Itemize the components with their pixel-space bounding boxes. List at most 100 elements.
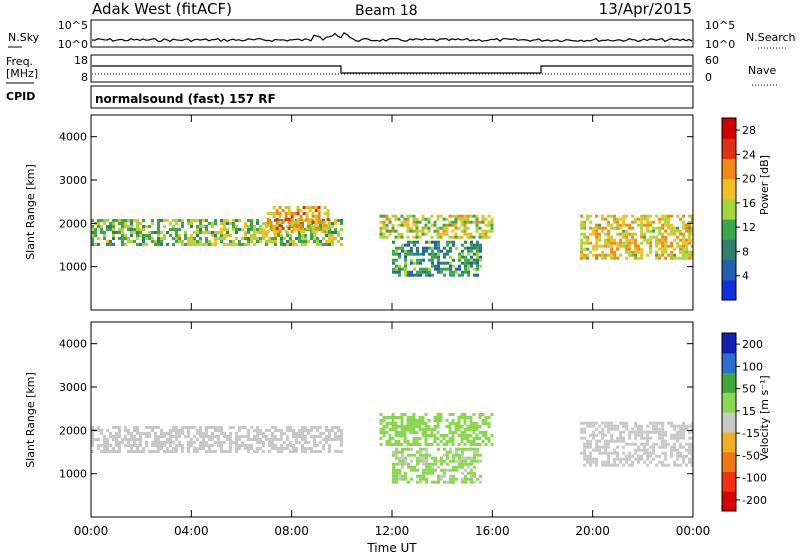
echo-cell [437,243,440,247]
echo-cell [388,217,392,221]
echo-cell [589,220,593,224]
echo-cell [451,220,455,224]
echo-cell [406,425,410,428]
echo-cell [145,243,148,246]
echo-cell [416,459,419,463]
echo-cell [253,234,256,237]
echo-cell [136,450,139,453]
echo-cell [691,421,693,425]
echo-cell [670,445,674,449]
echo-cell [284,230,288,233]
echo-cell [691,256,693,260]
echo-cell [395,471,398,475]
echo-cell [464,459,467,463]
echo-cell [470,468,473,472]
echo-cell [290,212,294,215]
echo-cell [664,229,668,233]
echo-cell [449,450,452,454]
echo-cell [652,457,656,461]
echo-cell [410,447,413,451]
echo-cell [272,206,276,209]
echo-cell [676,457,680,461]
echo-cell [484,416,488,419]
echo-cell [490,413,494,416]
echo-cell [449,255,452,259]
echo-cell [601,460,605,464]
echo-cell [610,250,614,254]
echo-cell [307,222,310,225]
echo-cell [139,222,142,225]
echo-cell [628,442,632,446]
echo-cell [139,243,142,246]
echo-cell [253,225,256,228]
echo-cell [673,448,677,452]
echo-cell [595,463,599,467]
echo-cell [289,225,292,228]
echo-cell [643,460,647,464]
echo-cell [478,220,482,224]
echo-cell [646,454,650,458]
echo-cell [121,228,124,231]
echo-cell [643,214,647,218]
echo-cell [649,436,653,440]
echo-cell [428,468,431,472]
echo-cell [431,456,434,460]
echo-cell [163,450,166,453]
echo-cell [124,444,127,447]
echo-cell [598,253,602,257]
echo-cell [434,255,437,259]
echo-cell [94,234,97,237]
echo-cell [425,246,428,250]
echo-cell [619,217,623,221]
echo-cell [139,435,142,438]
echo-cell [271,237,274,240]
echo-cell [664,247,668,251]
echo-cell [655,241,659,245]
echo-cell [406,217,410,221]
echo-cell [394,422,398,425]
echo-cell [595,421,599,425]
freq-label-1: Freq. [6,55,33,68]
echo-cell [427,443,431,446]
echo-cell [676,436,680,440]
echo-cell [661,217,665,221]
echo-cell [479,255,482,259]
echo-cell [464,477,467,481]
echo-cell [452,243,455,247]
echo-cell [281,221,285,224]
echo-cell [109,243,112,246]
echo-cell [661,427,665,431]
echo-cell [205,240,208,243]
echo-cell [190,240,193,243]
echo-cell [172,450,175,453]
echo-cell [178,234,181,237]
echo-cell [266,224,270,227]
echo-cell [298,234,301,237]
echo-cell [580,253,584,257]
echo-cell [244,225,247,228]
echo-cell [634,457,638,461]
echo-cell [487,422,491,425]
echo-cell [172,243,175,246]
echo-cell [247,228,250,231]
echo-cell [655,421,659,425]
echo-cell [196,429,199,432]
echo-cell [244,243,247,246]
echo-cell [610,253,614,257]
echo-cell [379,431,383,434]
echo-cell [691,451,693,455]
echo-cell [118,426,121,429]
echo-cell [124,435,127,438]
echo-cell [97,222,100,225]
echo-cell [397,235,401,239]
echo-cell [121,441,124,444]
echo-cell [124,225,127,228]
echo-cell [100,225,103,228]
echo-cell [205,450,208,453]
echo-cell [271,426,274,429]
echo-cell [613,424,617,428]
echo-cell [448,214,452,218]
echo-cell [613,463,617,467]
echo-cell [302,230,306,233]
echo-cell [139,441,142,444]
